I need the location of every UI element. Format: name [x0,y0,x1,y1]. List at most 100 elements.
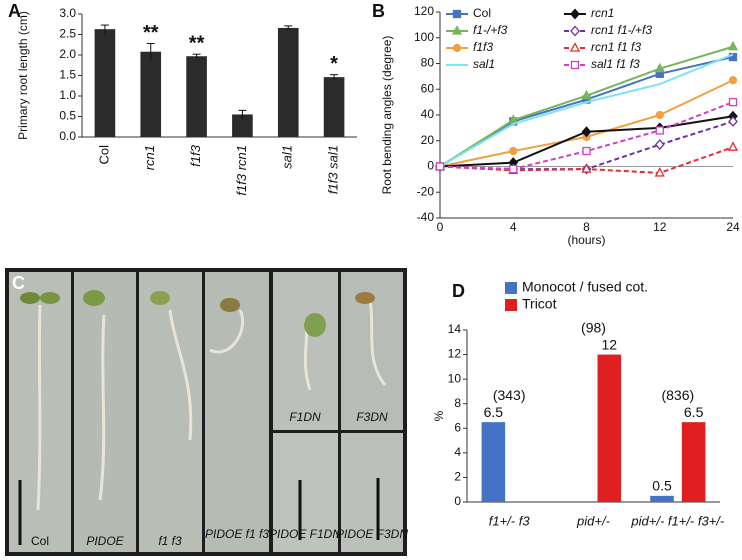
x-tick-label: 12 [653,220,667,234]
x-tick-label: f1f3 [188,144,203,166]
point [570,25,580,37]
y-tick-label: 14 [448,322,462,336]
caption: PIDOE f1 f3 [205,527,269,541]
y-tick-label: 0 [454,494,461,508]
caption: PIDOE [86,534,124,548]
point [509,164,518,174]
count-label: (343) [493,387,526,403]
legend-label: f1f3 [473,40,493,54]
count-label: (98) [581,319,606,335]
x-axis-label: (hours) [567,233,605,247]
point [570,8,580,20]
count-label: (836) [661,387,694,403]
point [581,89,592,100]
y-tick-label: 120 [414,4,434,18]
panel-label: B [372,1,385,21]
y-axis-label: Root bending angles (degree) [380,36,394,195]
x-tick-label: Col [96,145,111,165]
caption: F1DN [289,410,321,424]
y-tick-label: 3.0 [59,6,76,20]
x-tick-label: pid+/- [576,513,611,528]
value-label: 6.5 [684,404,704,420]
legend-swatch [505,282,517,294]
bar [681,422,706,502]
y-tick-label: 2.5 [59,27,76,41]
value-label: 12 [602,336,618,352]
x-tick-label: f1f3 rcn1 [234,145,249,196]
point [727,141,739,151]
point [655,110,664,120]
point [655,126,664,135]
bar [232,114,253,137]
bar [277,27,299,137]
y-tick-label: -40 [417,210,435,224]
point [569,42,581,52]
legend-label: Tricot [522,296,557,312]
y-tick-label: 80 [421,56,435,70]
point [581,163,592,173]
x-tick-label: 8 [583,220,590,234]
y-tick-label: 12 [448,347,462,361]
x-tick-label: sal1 [280,145,295,169]
panel-label: A [8,1,21,21]
point [728,115,738,127]
y-tick-label: 4 [454,445,461,459]
caption: Col [31,534,49,548]
legend-label: rcn1 [591,6,614,20]
point [728,97,738,107]
point [654,139,665,151]
x-tick-label: rcn1 [142,145,157,170]
y-tick-label: 0 [427,159,434,173]
y-tick-label: 0.0 [59,129,76,143]
point [509,146,518,156]
significance-marker: * [330,53,338,75]
y-tick-label: 20 [421,133,435,147]
bar [481,422,506,502]
value-label: 6.5 [484,404,504,420]
x-tick-label: pid+/- f1+/- f3+/- [630,513,725,528]
bar [650,495,674,502]
y-tick-label: 100 [414,30,434,44]
point [728,52,738,62]
bar [94,29,116,138]
y-tick-label: 1.0 [59,88,76,102]
y-tick-label: 40 [421,107,435,121]
caption: PIDOE F1DN [269,527,341,541]
y-tick-label: 0.5 [59,109,76,123]
point [582,146,591,156]
bar [597,354,622,502]
y-axis-label: % [432,410,446,421]
caption: PIDOE F3DN [336,527,408,541]
significance-marker: ** [143,22,159,44]
y-tick-label: 60 [421,81,435,95]
point [654,62,665,73]
y-tick-label: 2 [454,470,461,484]
photo-panel: C Col PIDOE f1 f3 PIDOE f1 f3 F1DN F3DN … [5,268,408,556]
panel-label: C [12,273,25,293]
value-label: 0.5 [652,478,672,494]
y-tick-label: -20 [417,184,435,198]
legend-label: Monocot / fused cot. [522,279,648,295]
significance-marker: ** [189,32,205,54]
legend-swatch [505,299,517,311]
y-tick-label: 2.0 [59,47,76,61]
series-line [439,53,734,168]
y-tick-label: 6 [454,420,461,434]
x-tick-label: 0 [437,220,444,234]
legend-label: f1-/+f3 [473,23,508,37]
y-tick-label: 1.5 [59,68,76,82]
point [728,76,738,85]
legend-label: sal1 [473,57,495,71]
point [452,43,462,53]
legend-label: rcn1 f1-/+f3 [591,23,652,37]
point [435,162,445,171]
panel-label: D [452,281,465,301]
y-tick-label: 8 [454,396,461,410]
bar [186,56,207,138]
y-axis-label: Primary root length (cm) [16,11,30,140]
x-tick-label: 24 [726,220,740,234]
caption: F3DN [356,410,388,424]
point [570,60,580,70]
point [727,40,739,51]
